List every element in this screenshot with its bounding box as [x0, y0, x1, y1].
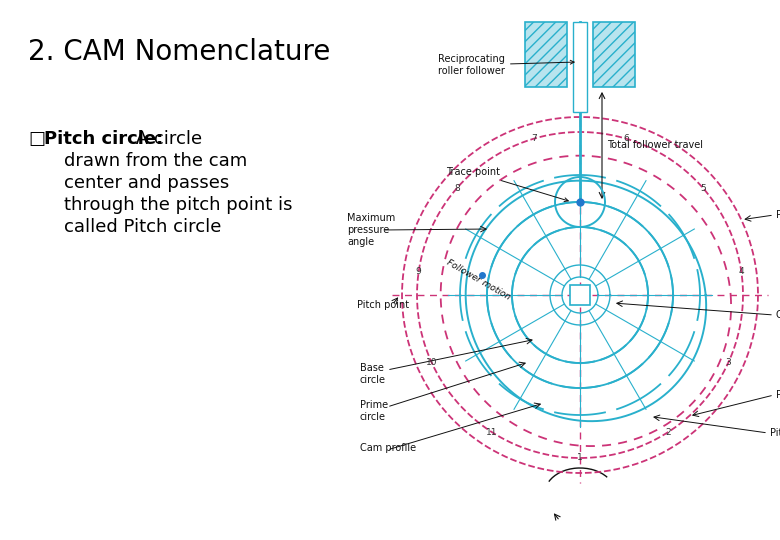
Text: 7: 7: [531, 134, 537, 143]
Text: Base
circle: Base circle: [360, 363, 386, 384]
Text: 2. CAM Nomenclature: 2. CAM Nomenclature: [28, 38, 331, 66]
Text: 9: 9: [416, 267, 421, 276]
Text: Prime
circle: Prime circle: [360, 400, 388, 422]
Text: through the pitch point is: through the pitch point is: [64, 196, 292, 214]
Text: Trace point: Trace point: [446, 167, 569, 201]
Bar: [593, 22, 635, 87]
Text: Follower motion: Follower motion: [445, 258, 512, 302]
Text: 4: 4: [739, 267, 744, 276]
Text: Cam shaft: Cam shaft: [776, 310, 780, 320]
Text: Cam profile: Cam profile: [360, 443, 416, 453]
Text: 5: 5: [700, 184, 706, 193]
Bar: [573, 22, 587, 112]
Text: Pitch curve: Pitch curve: [770, 428, 780, 438]
Text: 8: 8: [454, 184, 459, 193]
Bar: [570, 285, 590, 305]
Text: 6: 6: [623, 134, 629, 143]
Text: Pitch circle:: Pitch circle:: [44, 130, 163, 148]
Text: 10: 10: [426, 358, 438, 367]
Text: □: □: [28, 130, 45, 148]
Bar: [525, 22, 567, 87]
Text: A circle: A circle: [130, 130, 202, 148]
Text: Total follower travel: Total follower travel: [607, 140, 703, 151]
Text: drawn from the cam: drawn from the cam: [64, 152, 247, 170]
Text: center and passes: center and passes: [64, 174, 229, 192]
Text: called Pitch circle: called Pitch circle: [64, 218, 222, 236]
Text: Pitch point: Pitch point: [776, 390, 780, 400]
Text: Reciprocating
roller follower: Reciprocating roller follower: [438, 54, 574, 76]
Text: 1: 1: [577, 454, 583, 462]
Text: 3: 3: [725, 358, 731, 367]
Text: Pitch point: Pitch point: [357, 300, 410, 310]
Text: 2: 2: [665, 428, 671, 437]
Text: Pitch circle: Pitch circle: [776, 210, 780, 220]
Text: 11: 11: [486, 428, 498, 437]
Text: Maximum
pressure
angle: Maximum pressure angle: [347, 213, 395, 247]
